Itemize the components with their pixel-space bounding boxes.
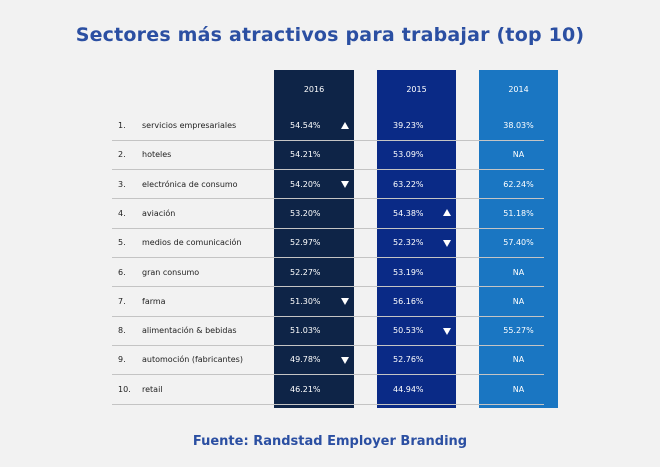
column-header-2016: 2016 [303,85,325,94]
row-sector-label: medios de comunicación [142,238,242,248]
cell-2016: 51.30% [290,296,321,306]
cell-2015: 53.09% [393,150,424,160]
cell-2015: 44.94% [393,384,424,394]
trend-down-icon [341,298,349,306]
row-sector-label: farma [142,296,166,306]
column-2015 [377,70,456,408]
cell-2016: 46.21% [290,384,321,394]
row-rank: 7. [118,296,126,306]
row-sector-label: gran consumo [142,267,200,277]
row-divider [112,403,544,405]
cell-2014: 62.24% [503,179,534,189]
chart-title: Sectores más atractivos para trabajar (t… [75,24,585,46]
cell-2014: 57.40% [503,238,534,248]
row-divider [112,344,544,346]
cell-2015: 56.16% [393,296,424,306]
cell-2016: 54.54% [290,121,321,130]
row-sector-label: hoteles [142,150,172,160]
cell-2015: 52.32% [393,238,424,248]
row-rank: 2. [118,150,126,160]
cell-2016: 52.97% [290,238,321,248]
cell-2014: 51.18% [503,208,534,218]
row-divider [112,227,544,229]
cell-2015: 53.19% [393,267,424,277]
cell-2016: 54.20% [290,179,321,189]
row-sector-label: retail [142,384,163,394]
row-sector-label: alimentación & bebidas [142,326,237,336]
row-rank: 6. [118,267,126,277]
cell-2014: NA [512,355,525,365]
cell-2016: 53.20% [290,208,321,218]
cell-2014: NA [512,150,525,160]
row-sector-label: automoción (fabricantes) [142,355,243,365]
row-rank: 3. [118,179,126,189]
cell-2014: NA [512,296,525,306]
cell-2014: 55.27% [503,326,534,336]
row-divider [112,257,544,258]
row-divider [112,139,544,141]
trend-down-icon [341,181,349,189]
row-rank: 5. [118,238,126,248]
cell-2015: 54.38% [393,208,424,218]
cell-2016: 52.27% [290,267,321,277]
chart-source: Fuente: Randstad Employer Branding [192,434,468,449]
row-divider [112,286,544,288]
row-sector-label: electrónica de consumo [142,179,238,189]
cell-2015: 39.23% [393,121,424,130]
row-rank: 9. [118,355,126,365]
column-2014 [479,70,558,408]
row-sector-label: aviación [142,208,176,218]
trend-down-icon [443,239,451,247]
column-header-2014: 2014 [508,85,529,94]
row-rank: 1. [118,121,126,130]
cell-2014: NA [512,267,525,277]
cell-2014: NA [512,384,525,394]
row-divider [112,198,544,200]
row-rank: 8. [118,326,126,336]
column-2016 [274,70,354,408]
cell-2014: 38.03% [503,121,534,130]
row-divider [112,374,544,376]
row-rank: 4. [118,208,126,218]
cell-2015: 63.22% [393,179,424,189]
row-divider [112,169,544,171]
trend-up-icon [443,209,451,217]
cell-2016: 51.03% [290,326,321,336]
cell-2016: 54.21% [290,150,321,160]
cell-2015: 52.76% [393,355,424,365]
row-rank: 10. [118,384,131,394]
row-sector-label: servicios empresariales [142,121,237,130]
trend-down-icon [341,356,349,364]
trend-down-icon [443,327,451,335]
column-header-2015: 2015 [406,85,427,94]
trend-up-icon [341,121,349,129]
row-divider [112,315,544,317]
cell-2015: 50.53% [393,326,424,336]
cell-2016: 49.78% [290,355,321,365]
